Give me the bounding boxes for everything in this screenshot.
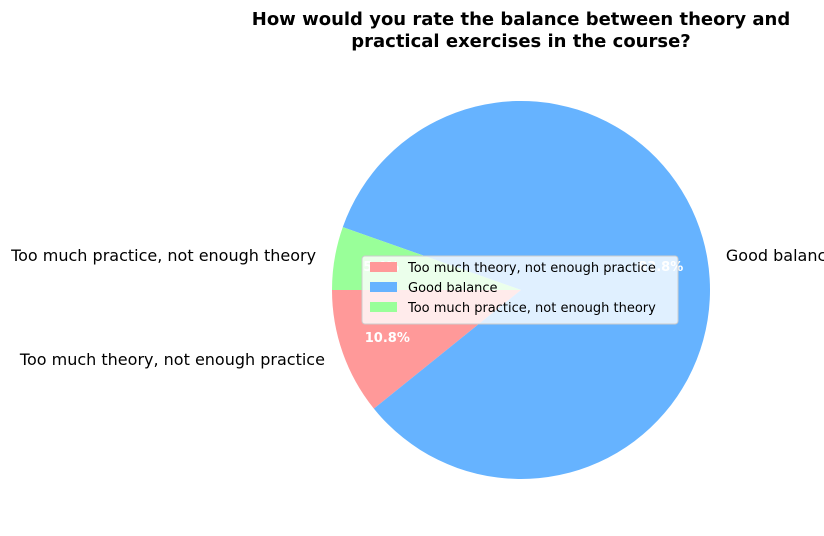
legend-swatch-too-much-theory-not-enough-practice — [370, 262, 397, 272]
legend-swatch-too-much-practice-not-enough-theory — [370, 302, 397, 312]
legend-label-too-much-practice-not-enough-theory: Too much practice, not enough theory — [407, 301, 656, 316]
chart-title-line-2: practical exercises in the course? — [351, 31, 691, 52]
pie-category-labels: Too much theory, not enough practice Good… — [10, 246, 824, 369]
legend: Too much theory, not enough practice Good… — [361, 255, 679, 325]
legend-label-too-much-theory-not-enough-practice: Too much theory, not enough practice — [407, 261, 656, 276]
pie-percent-label-too-much-theory-not-enough-practice: 10.8% — [365, 331, 410, 346]
pie-category-label-good-balance: Good balance — [726, 246, 824, 265]
legend-label-good-balance: Good balance — [408, 281, 498, 296]
pie-category-label-too-much-theory-not-enough-practice: Too much theory, not enough practice — [19, 350, 325, 369]
legend-box — [361, 255, 679, 325]
chart-title-line-1: How would you rate the balance between t… — [252, 9, 790, 30]
legend-swatch-good-balance — [370, 282, 397, 292]
pie-category-label-too-much-practice-not-enough-theory: Too much practice, not enough theory — [10, 246, 316, 265]
